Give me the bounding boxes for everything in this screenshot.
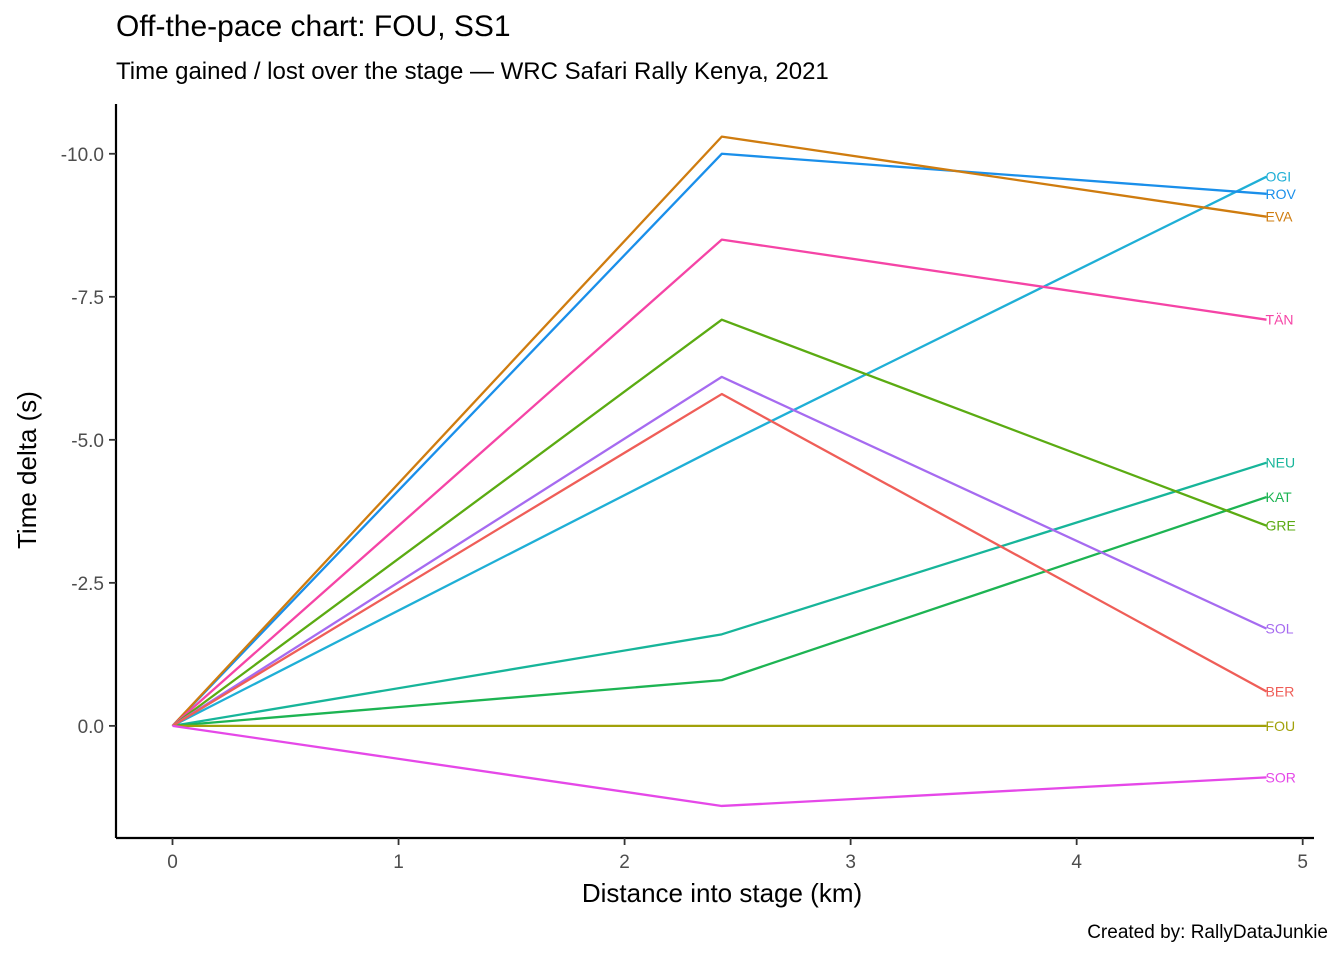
chart-caption: Created by: RallyDataJunkie bbox=[1087, 922, 1328, 943]
x-tick-label: 0 bbox=[167, 852, 178, 873]
chart-title: Off-the-pace chart: FOU, SS1 bbox=[116, 10, 511, 43]
series-line-sor bbox=[172, 724, 1267, 808]
y-tick-label: -10.0 bbox=[61, 145, 104, 166]
series-label-rov: ROV bbox=[1266, 186, 1297, 202]
series-line-sol bbox=[171, 375, 1268, 727]
x-tick-label: 5 bbox=[1297, 852, 1308, 873]
chart-subtitle: Time gained / lost over the stage — WRC … bbox=[116, 58, 829, 85]
y-tick-label: 0.0 bbox=[78, 717, 104, 738]
series-label-neu: NEU bbox=[1266, 455, 1296, 471]
x-tick-label: 3 bbox=[845, 852, 856, 873]
series-line-neu bbox=[172, 461, 1267, 728]
series-label-fou: FOU bbox=[1266, 718, 1296, 734]
series-label-gre: GRE bbox=[1266, 518, 1296, 534]
series-label-tan: TÄN bbox=[1266, 312, 1294, 328]
y-ticks: -10.0 -7.5 -5.0 -2.5 0.0 bbox=[61, 145, 116, 738]
series-line-gre bbox=[171, 318, 1267, 727]
x-ticks: 0 1 2 3 4 5 bbox=[167, 838, 1308, 873]
series-line-ogi bbox=[171, 175, 1268, 727]
series-layer bbox=[171, 135, 1268, 808]
x-tick-label: 2 bbox=[619, 852, 630, 873]
x-tick-label: 4 bbox=[1071, 852, 1082, 873]
series-line-rov bbox=[171, 152, 1267, 727]
series-line-tan bbox=[171, 238, 1267, 727]
series-line-eva bbox=[171, 135, 1267, 727]
x-axis-label: Distance into stage (km) bbox=[582, 878, 862, 908]
y-axis-label: Time delta (s) bbox=[12, 391, 42, 549]
x-tick-label: 1 bbox=[393, 852, 404, 873]
y-tick-label: -7.5 bbox=[71, 288, 104, 309]
series-line-kat bbox=[172, 495, 1267, 728]
axes-layer bbox=[114, 104, 1314, 840]
series-label-ber: BER bbox=[1266, 684, 1295, 700]
y-tick-label: -5.0 bbox=[71, 431, 104, 452]
series-line-ber bbox=[171, 392, 1268, 727]
series-label-sor: SOR bbox=[1266, 769, 1296, 785]
y-tick-label: -2.5 bbox=[71, 574, 104, 595]
series-label-sol: SOL bbox=[1266, 621, 1294, 637]
series-label-kat: KAT bbox=[1266, 489, 1293, 505]
series-label-ogi: OGI bbox=[1266, 169, 1292, 185]
series-label-eva: EVA bbox=[1266, 209, 1294, 225]
